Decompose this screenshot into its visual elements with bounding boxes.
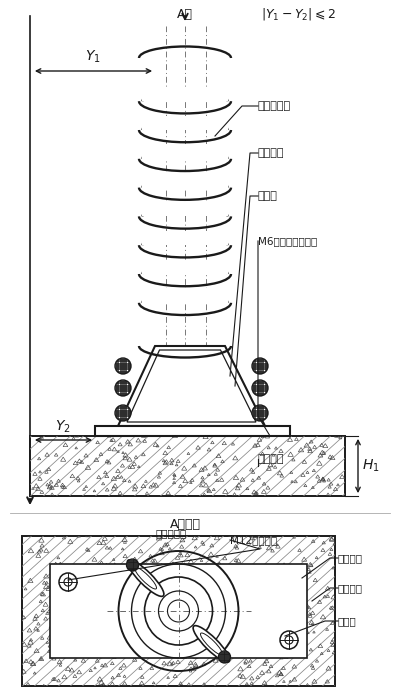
Text: $H_1$: $H_1$ [362,458,380,474]
Polygon shape [22,536,335,686]
Text: 混凝土圹: 混凝土圹 [258,454,284,464]
Circle shape [115,405,131,421]
Polygon shape [142,144,228,159]
Circle shape [280,631,298,649]
Circle shape [285,636,293,644]
Circle shape [126,559,138,571]
Text: A向旋转: A向旋转 [170,518,200,530]
Polygon shape [142,260,228,274]
Circle shape [59,573,77,591]
Text: M12地脚螺钉: M12地脚螺钉 [230,535,277,545]
Text: 混凝土圹: 混凝土圹 [338,583,363,593]
Text: M6十字槽盘头螺钉: M6十字槽盘头螺钉 [258,236,317,246]
Text: A向: A向 [177,8,193,21]
Polygon shape [142,87,228,101]
Polygon shape [142,231,228,245]
Polygon shape [142,116,228,130]
Ellipse shape [127,560,164,596]
Text: 缓冲器弹簧: 缓冲器弹簧 [258,101,291,111]
Text: 缓冲器弹簧: 缓冲器弹簧 [155,528,186,538]
Text: 固定带: 固定带 [338,616,357,626]
Circle shape [115,358,131,374]
Polygon shape [127,350,256,422]
Polygon shape [142,288,228,303]
Circle shape [115,380,131,396]
Polygon shape [118,346,265,426]
Text: 缓冲器座: 缓冲器座 [338,553,363,563]
Circle shape [64,578,72,586]
Ellipse shape [193,626,230,662]
Text: $|Y_1-Y_2|\leqslant 2$: $|Y_1-Y_2|\leqslant 2$ [260,6,336,22]
Circle shape [252,405,268,421]
Text: 固定带: 固定带 [258,191,278,201]
Circle shape [252,380,268,396]
Text: $Y_1$: $Y_1$ [85,49,100,65]
Polygon shape [142,173,228,188]
Circle shape [252,358,268,374]
Text: 缓冲器座: 缓冲器座 [258,148,284,158]
Ellipse shape [135,567,156,589]
Polygon shape [95,426,290,436]
Circle shape [218,651,230,663]
Polygon shape [50,564,307,658]
Polygon shape [30,436,345,496]
Polygon shape [142,202,228,216]
Ellipse shape [200,633,222,655]
Text: $Y_2$: $Y_2$ [55,418,70,435]
